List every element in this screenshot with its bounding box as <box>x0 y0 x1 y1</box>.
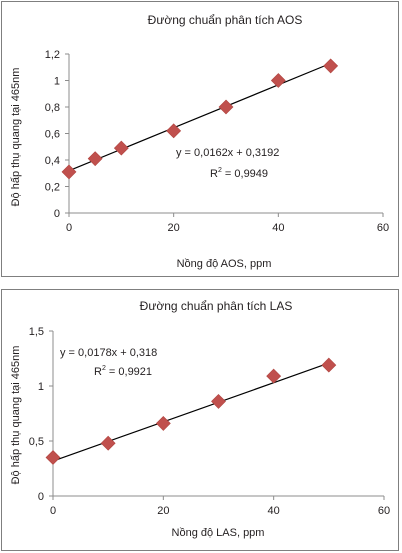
trendline-equation: y = 0,0162x + 0,3192 <box>176 147 279 159</box>
data-point <box>87 151 103 167</box>
y-tick-label: 0,4 <box>45 155 60 167</box>
chart-panel-las: Đường chuẩn phân tích LAS Độ hấp thụ qua… <box>1 289 399 551</box>
trendline-equation: y = 0,0178x + 0,318 <box>60 347 157 359</box>
r-squared-label: R2 = 0,9921 <box>94 365 152 378</box>
data-point <box>218 99 234 115</box>
y-tick-label: 0,2 <box>45 182 60 194</box>
chart-title: Đường chuẩn phân tích AOS <box>148 13 303 27</box>
y-tick-label: 1 <box>54 76 60 88</box>
chart-aos-svg: Đường chuẩn phân tích AOS Độ hấp thụ qua… <box>10 13 389 270</box>
y-axis-label: Độ hấp thụ quang tại 465nm <box>10 68 22 207</box>
data-point <box>211 393 226 409</box>
x-axis-label: Nồng độ AOS, ppm <box>177 258 272 270</box>
x-tick-label: 0 <box>66 222 72 234</box>
chart-panel-aos: Đường chuẩn phân tích AOS Độ hấp thụ qua… <box>1 1 399 277</box>
trendline <box>52 362 330 462</box>
y-axis-label: Độ hấp thụ quang tại 465nm <box>10 346 22 485</box>
data-point <box>323 58 339 74</box>
x-tick-label: 40 <box>272 222 284 234</box>
x-axis-label: Nồng độ LAS, ppm <box>172 527 265 539</box>
data-point <box>166 123 182 139</box>
data-point <box>100 435 116 451</box>
x-tick-label: 20 <box>168 222 180 234</box>
x-tick-label: 0 <box>50 505 56 517</box>
y-tick-label: 1 <box>38 381 44 393</box>
x-tick-label: 60 <box>378 505 390 517</box>
data-point <box>155 415 171 431</box>
x-tick-label: 60 <box>377 222 389 234</box>
data-point <box>270 73 286 88</box>
y-tick-label: 0 <box>54 208 60 220</box>
y-tick-label: 0,6 <box>45 129 60 141</box>
trendline <box>68 62 331 172</box>
data-point <box>321 357 337 373</box>
x-tick-label: 40 <box>268 505 280 517</box>
x-tick-label: 20 <box>157 505 169 517</box>
y-tick-label: 0 <box>38 491 44 503</box>
data-point <box>61 164 77 180</box>
chart-title: Đường chuẩn phân tích LAS <box>140 299 293 313</box>
y-tick-label: 0,5 <box>29 436 44 448</box>
y-tick-label: 1,2 <box>45 49 60 61</box>
y-tick-label: 0,8 <box>45 102 60 114</box>
data-point <box>113 140 129 156</box>
chart-las-svg: Đường chuẩn phân tích LAS Độ hấp thụ qua… <box>10 299 390 539</box>
data-point <box>266 368 282 384</box>
r-squared-label: R2 = 0,9949 <box>210 167 268 180</box>
data-point <box>45 450 61 465</box>
y-tick-label: 1,5 <box>29 326 44 338</box>
